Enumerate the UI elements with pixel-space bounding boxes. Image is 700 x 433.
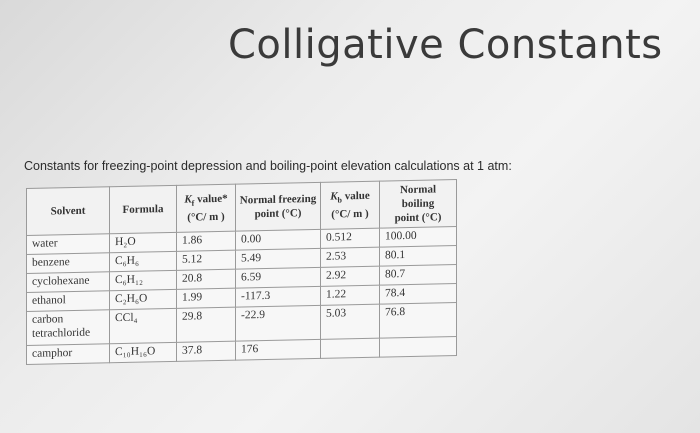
fp-label-line1: Normal freezing [239, 192, 317, 207]
cell-formula: C₆H₁₂ [109, 270, 177, 291]
cell-freezing-point: -22.9 [235, 305, 321, 342]
cell-formula: C₁₀H₁₆O [109, 342, 177, 363]
bp-label-line1: Normal boiling [399, 183, 437, 211]
cell-solvent: cyclohexane [26, 271, 110, 293]
cell-solvent: camphor [26, 343, 110, 365]
page-title: Colligative Constants [228, 22, 663, 68]
fp-label-line2: point (°C) [254, 207, 302, 221]
cell-formula: C₆H₆ [109, 251, 177, 272]
cell-kf: 1.86 [176, 231, 236, 252]
kf-label: value* [194, 192, 228, 206]
cell-kf: 5.12 [176, 250, 236, 271]
cell-boiling-point: 80.1 [379, 245, 457, 267]
cell-freezing-point: -117.3 [235, 286, 321, 308]
cell-kb: 1.22 [320, 285, 380, 306]
header-formula: Formula [109, 185, 177, 234]
cell-freezing-point: 0.00 [235, 229, 321, 251]
cell-solvent: ethanol [26, 290, 110, 312]
cell-boiling-point [379, 336, 457, 358]
cell-formula: C₂H₆O [109, 289, 177, 310]
cell-solvent: water [26, 233, 110, 255]
cell-kb: 2.92 [320, 266, 380, 287]
kb-unit: (°C/ m ) [331, 207, 369, 221]
cell-kf: 37.8 [176, 341, 236, 362]
cell-boiling-point: 100.00 [379, 226, 457, 248]
cell-kf: 29.8 [176, 307, 236, 343]
cell-freezing-point: 176 [235, 339, 321, 361]
kf-unit: (°C/ m ) [187, 210, 225, 224]
header-kb: Kb value (°C/ m ) [320, 181, 380, 230]
cell-formula: CCl₄ [109, 308, 177, 344]
colligative-constants-table: Solvent Formula Kf value* (°C/ m ) Norma… [26, 179, 457, 365]
cell-boiling-point: 76.8 [379, 302, 457, 339]
cell-solvent: benzene [26, 252, 110, 274]
header-solvent: Solvent [26, 186, 110, 236]
kf-symbol: K [184, 193, 192, 206]
cell-kb: 5.03 [320, 304, 380, 340]
cell-solvent: carbon tetrachloride [26, 309, 110, 346]
cell-formula: H₂O [109, 232, 177, 253]
bp-label-line2: point (°C) [394, 211, 442, 225]
cell-kb [320, 338, 380, 359]
cell-kf: 1.99 [176, 288, 236, 309]
header-boiling-point: Normal boiling point (°C) [379, 179, 457, 229]
constants-table-wrapper: Solvent Formula Kf value* (°C/ m ) Norma… [26, 179, 457, 365]
cell-kb: 0.512 [320, 228, 380, 249]
cell-kb: 2.53 [320, 247, 380, 268]
cell-freezing-point: 5.49 [235, 248, 321, 270]
cell-kf: 20.8 [176, 269, 236, 290]
cell-boiling-point: 80.7 [379, 264, 457, 286]
header-kf: Kf value* (°C/ m ) [176, 184, 236, 233]
kb-symbol: K [330, 190, 338, 203]
cell-freezing-point: 6.59 [235, 267, 321, 289]
header-freezing-point: Normal freezing point (°C) [235, 182, 321, 232]
cell-boiling-point: 78.4 [379, 283, 457, 305]
table-caption: Constants for freezing-point depression … [24, 159, 512, 173]
kb-label: value [341, 189, 370, 203]
